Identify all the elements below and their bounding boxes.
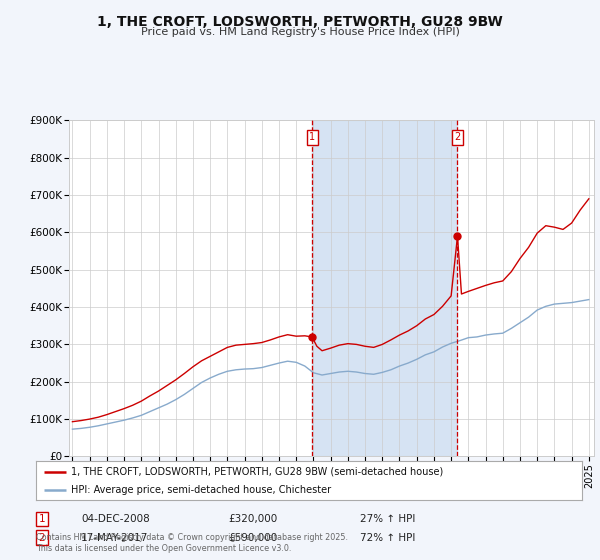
Text: £590,000: £590,000 bbox=[228, 533, 277, 543]
Text: 1: 1 bbox=[38, 514, 46, 524]
Bar bbox=[312, 120, 457, 456]
Text: HPI: Average price, semi-detached house, Chichester: HPI: Average price, semi-detached house,… bbox=[71, 485, 332, 495]
Text: 2: 2 bbox=[454, 132, 461, 142]
Text: 04-DEC-2008: 04-DEC-2008 bbox=[81, 514, 150, 524]
Text: 1, THE CROFT, LODSWORTH, PETWORTH, GU28 9BW: 1, THE CROFT, LODSWORTH, PETWORTH, GU28 … bbox=[97, 15, 503, 29]
Text: 1, THE CROFT, LODSWORTH, PETWORTH, GU28 9BW (semi-detached house): 1, THE CROFT, LODSWORTH, PETWORTH, GU28 … bbox=[71, 466, 444, 477]
Text: 27% ↑ HPI: 27% ↑ HPI bbox=[360, 514, 415, 524]
Text: 2: 2 bbox=[38, 533, 46, 543]
Text: 1: 1 bbox=[309, 132, 315, 142]
Text: 72% ↑ HPI: 72% ↑ HPI bbox=[360, 533, 415, 543]
Text: Price paid vs. HM Land Registry's House Price Index (HPI): Price paid vs. HM Land Registry's House … bbox=[140, 27, 460, 37]
Text: £320,000: £320,000 bbox=[228, 514, 277, 524]
Text: Contains HM Land Registry data © Crown copyright and database right 2025.
This d: Contains HM Land Registry data © Crown c… bbox=[36, 533, 348, 553]
Text: 17-MAY-2017: 17-MAY-2017 bbox=[81, 533, 148, 543]
